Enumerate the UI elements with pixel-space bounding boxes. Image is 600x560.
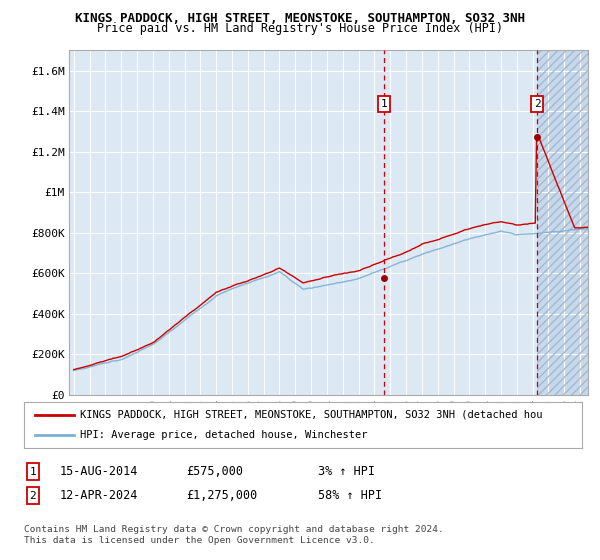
Text: 3% ↑ HPI: 3% ↑ HPI [318, 465, 375, 478]
Bar [537, 50, 588, 395]
Text: 2: 2 [533, 99, 541, 109]
Text: 2: 2 [29, 491, 37, 501]
Text: £575,000: £575,000 [186, 465, 243, 478]
Text: HPI: Average price, detached house, Winchester: HPI: Average price, detached house, Winc… [80, 430, 367, 440]
Text: 15-AUG-2014: 15-AUG-2014 [60, 465, 139, 478]
Text: £1,275,000: £1,275,000 [186, 489, 257, 502]
Text: 58% ↑ HPI: 58% ↑ HPI [318, 489, 382, 502]
Text: 1: 1 [381, 99, 388, 109]
Text: KINGS PADDOCK, HIGH STREET, MEONSTOKE, SOUTHAMPTON, SO32 3NH (detached hou: KINGS PADDOCK, HIGH STREET, MEONSTOKE, S… [80, 410, 542, 420]
Bar [537, 50, 588, 395]
Text: Contains HM Land Registry data © Crown copyright and database right 2024.
This d: Contains HM Land Registry data © Crown c… [24, 525, 444, 545]
Text: 1: 1 [29, 466, 37, 477]
Text: KINGS PADDOCK, HIGH STREET, MEONSTOKE, SOUTHAMPTON, SO32 3NH: KINGS PADDOCK, HIGH STREET, MEONSTOKE, S… [75, 12, 525, 25]
Text: 12-APR-2024: 12-APR-2024 [60, 489, 139, 502]
Text: Price paid vs. HM Land Registry's House Price Index (HPI): Price paid vs. HM Land Registry's House … [97, 22, 503, 35]
